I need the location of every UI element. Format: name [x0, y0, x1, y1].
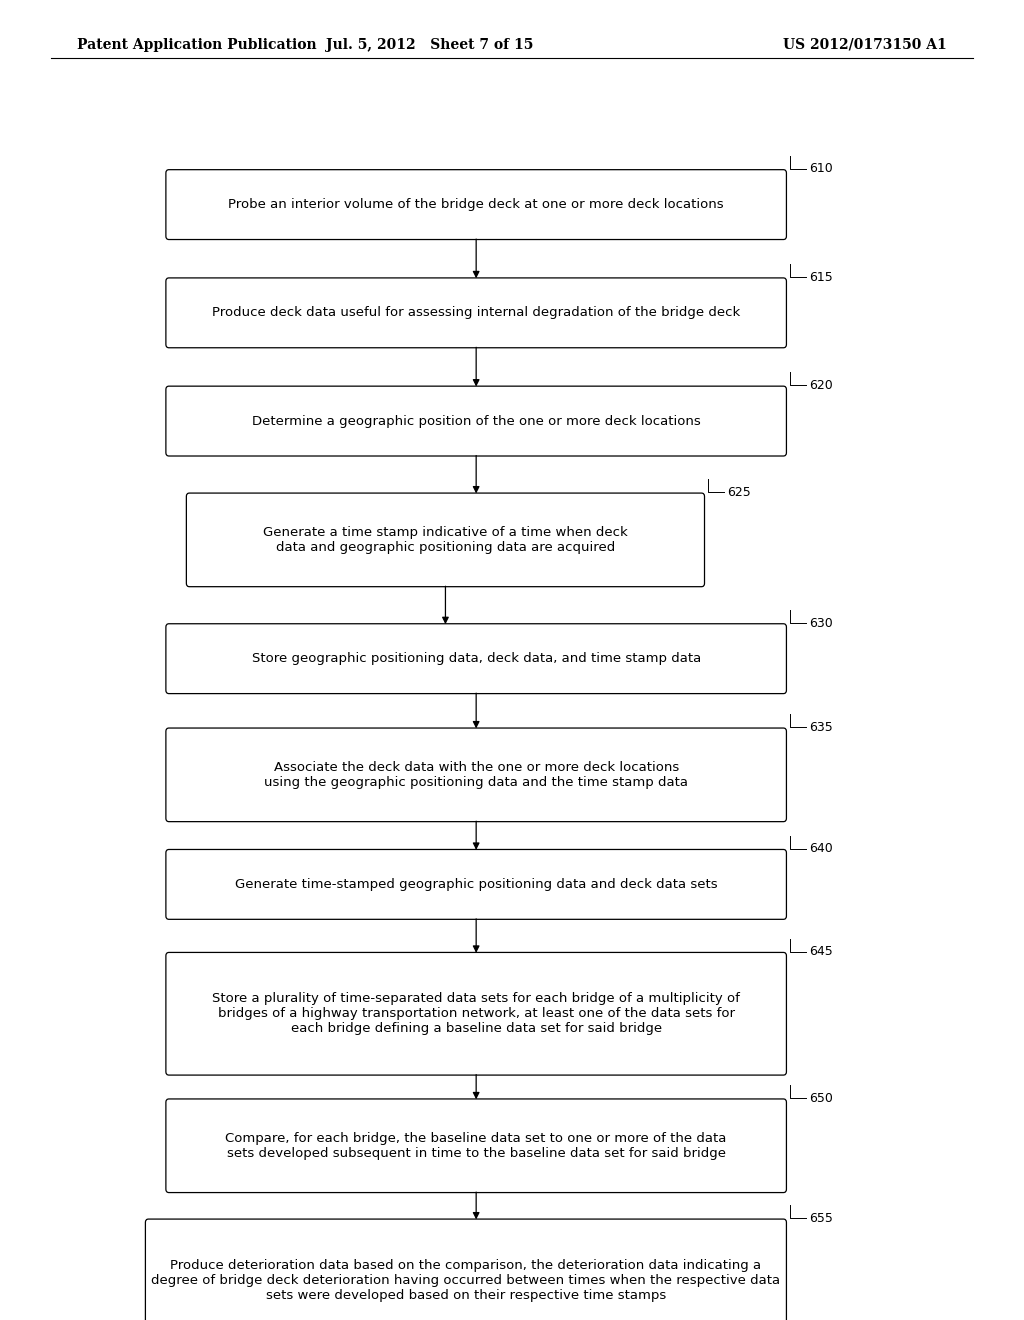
Text: Generate time-stamped geographic positioning data and deck data sets: Generate time-stamped geographic positio… [234, 878, 718, 891]
FancyBboxPatch shape [166, 170, 786, 239]
Text: Generate a time stamp indicative of a time when deck
data and geographic positio: Generate a time stamp indicative of a ti… [263, 525, 628, 554]
Text: Patent Application Publication: Patent Application Publication [77, 38, 316, 51]
Text: Jul. 5, 2012   Sheet 7 of 15: Jul. 5, 2012 Sheet 7 of 15 [327, 38, 534, 51]
Text: 630: 630 [809, 616, 833, 630]
Text: 610: 610 [809, 162, 833, 176]
FancyBboxPatch shape [166, 953, 786, 1074]
Text: Store geographic positioning data, deck data, and time stamp data: Store geographic positioning data, deck … [252, 652, 700, 665]
FancyBboxPatch shape [166, 387, 786, 455]
Text: Produce deck data useful for assessing internal degradation of the bridge deck: Produce deck data useful for assessing i… [212, 306, 740, 319]
Text: 650: 650 [809, 1092, 833, 1105]
FancyBboxPatch shape [166, 1100, 786, 1192]
FancyBboxPatch shape [166, 729, 786, 821]
Text: Compare, for each bridge, the baseline data set to one or more of the data
sets : Compare, for each bridge, the baseline d… [225, 1131, 727, 1160]
Text: 615: 615 [809, 271, 833, 284]
FancyBboxPatch shape [186, 494, 705, 586]
Text: Associate the deck data with the one or more deck locations
using the geographic: Associate the deck data with the one or … [264, 760, 688, 789]
FancyBboxPatch shape [166, 850, 786, 919]
FancyBboxPatch shape [166, 279, 786, 347]
FancyBboxPatch shape [166, 624, 786, 693]
FancyBboxPatch shape [145, 1220, 786, 1320]
Text: Store a plurality of time-separated data sets for each bridge of a multiplicity : Store a plurality of time-separated data… [212, 993, 740, 1035]
Text: Probe an interior volume of the bridge deck at one or more deck locations: Probe an interior volume of the bridge d… [228, 198, 724, 211]
Text: 640: 640 [809, 842, 833, 855]
Text: 655: 655 [809, 1212, 833, 1225]
Text: 625: 625 [727, 486, 751, 499]
Text: 635: 635 [809, 721, 833, 734]
Text: Determine a geographic position of the one or more deck locations: Determine a geographic position of the o… [252, 414, 700, 428]
Text: 645: 645 [809, 945, 833, 958]
Text: 620: 620 [809, 379, 833, 392]
Text: US 2012/0173150 A1: US 2012/0173150 A1 [783, 38, 947, 51]
Text: Produce deterioration data based on the comparison, the deterioration data indic: Produce deterioration data based on the … [152, 1259, 780, 1302]
